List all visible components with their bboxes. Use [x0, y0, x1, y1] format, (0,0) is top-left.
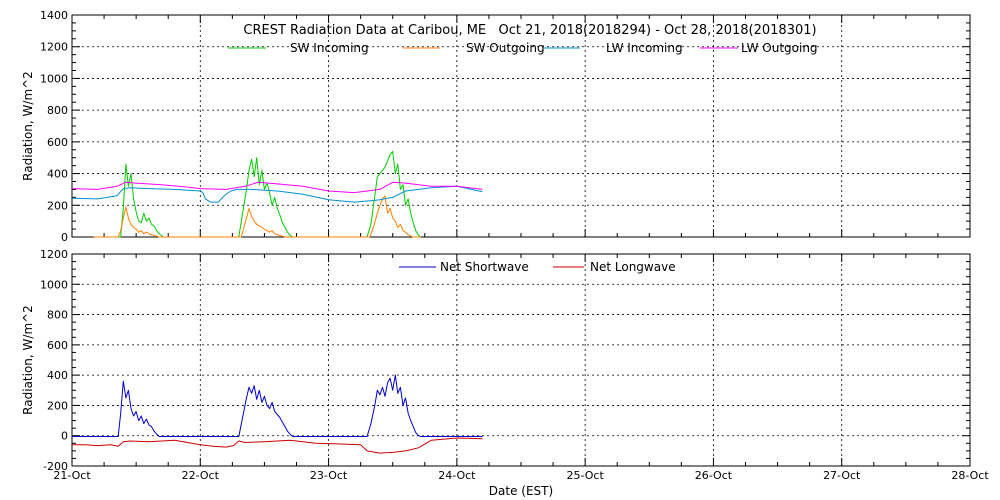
bottom-panel-net-radiation: -200 0 200 400 600 800 1000 1200 21-Oct 22-Oct 23-… [21, 248, 989, 498]
legend-label: LW Incoming [606, 41, 683, 55]
x-tick-label: 23-Oct [310, 469, 348, 482]
x-tick-label: 22-Oct [182, 469, 220, 482]
y-tick-label: 600 [47, 339, 68, 352]
series-line-sw-incoming [93, 150, 422, 238]
y-tick-label: 200 [47, 199, 68, 212]
chart-title: CREST Radiation Data at Caribou, ME Oct … [243, 23, 816, 38]
legend-label: LW Outgoing [741, 41, 818, 55]
y-tick-label: 200 [47, 399, 68, 412]
x-tick-label: 28-Oct [951, 469, 989, 482]
x-tick-label: 24-Oct [438, 469, 476, 482]
y-tick-label: 1000 [40, 278, 68, 291]
y-tick-label: 800 [47, 309, 68, 322]
x-tick-label: 26-Oct [695, 469, 733, 482]
x-tick-label: 27-Oct [823, 469, 861, 482]
y-tick-label: 1000 [40, 72, 68, 85]
y-tick-label: -200 [43, 460, 68, 473]
legend-label: SW Outgoing [466, 41, 545, 55]
x-tick-label: 21-Oct [53, 469, 91, 482]
y-tick-label: 0 [61, 430, 68, 443]
series-line-net-longwave [72, 437, 483, 454]
top-panel-incoming-outgoing: 0 200 400 600 800 1000 1200 1400 Radiation, W/m^… [21, 9, 971, 244]
plot-frame [71, 253, 971, 467]
series-line-lw-outgoing [71, 181, 483, 194]
y-tick-label: 1200 [40, 248, 68, 261]
legend-label: Net Shortwave [440, 260, 529, 274]
y-tick-label: 400 [47, 168, 68, 181]
y-tick-label: 1400 [40, 9, 68, 22]
x-tick-label: 25-Oct [566, 469, 604, 482]
y-tick-label: 600 [47, 136, 68, 149]
legend-label: Net Longwave [590, 260, 676, 274]
series-line-sw-outgoing [93, 195, 421, 238]
y-tick-label: 800 [47, 104, 68, 117]
y-axis-title: Radiation, W/m^2 [21, 71, 35, 181]
series-line-net-shortwave [72, 374, 483, 437]
y-tick-label: 0 [61, 231, 68, 244]
series-line-lw-incoming [71, 185, 483, 203]
x-axis-title: Date (EST) [489, 484, 553, 498]
y-tick-label: 1200 [40, 41, 68, 54]
legend-label: SW Incoming [290, 41, 369, 55]
y-tick-label: 400 [47, 369, 68, 382]
y-axis-title: Radiation, W/m^2 [21, 305, 35, 415]
plot-frame [71, 14, 971, 238]
